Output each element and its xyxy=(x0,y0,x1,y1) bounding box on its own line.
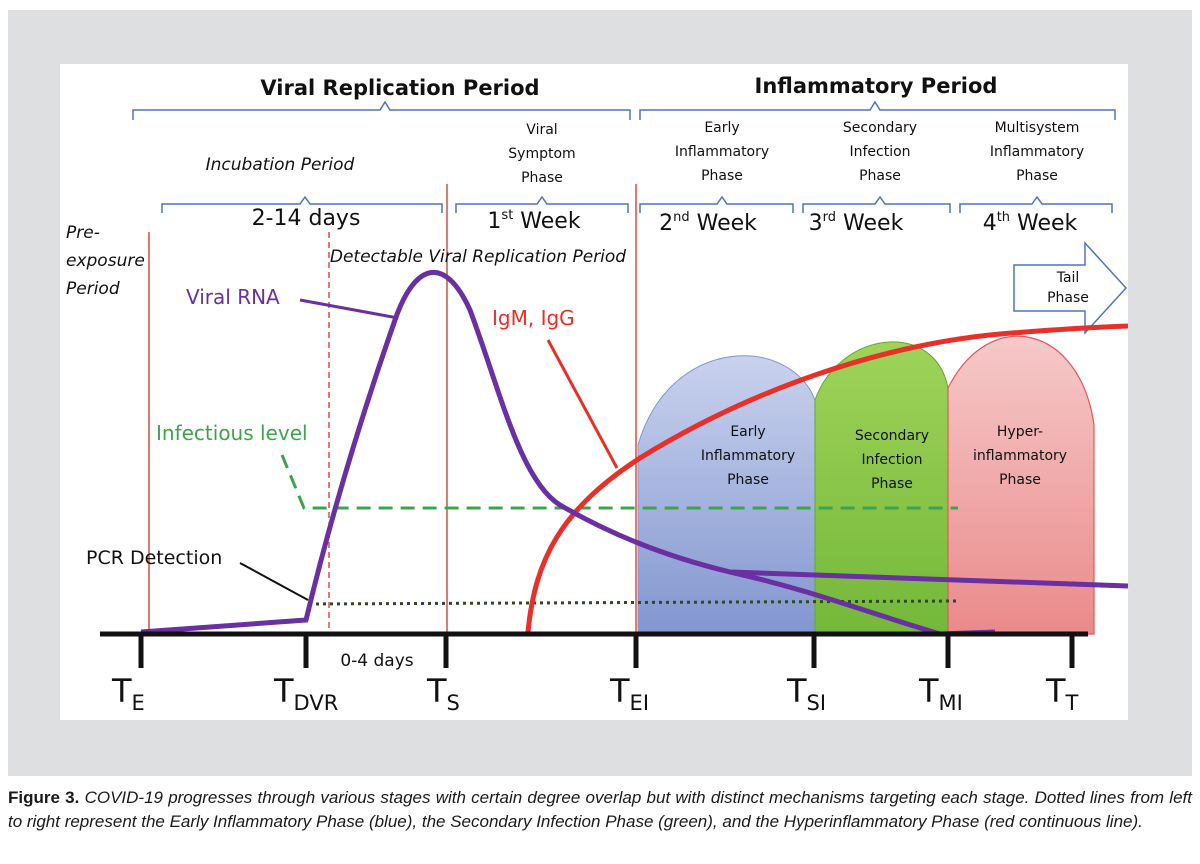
multisystem-line-3: Phase xyxy=(1016,168,1058,184)
timepoint-tdvr: TDVR xyxy=(273,672,338,715)
tail-phase-arrow xyxy=(1013,241,1128,335)
pre-exposure-line-3: Period xyxy=(66,279,120,299)
week1-bracket xyxy=(455,195,629,213)
early-inflammatory-line-2: Inflammatory xyxy=(675,144,769,160)
figure-caption: Figure 3. COVID-19 progresses through va… xyxy=(8,786,1192,834)
infectious-level-line xyxy=(280,454,958,510)
hyper-dome-line-1: Hyper- xyxy=(997,424,1043,440)
secondary-infection-dome xyxy=(814,341,949,635)
secondary-dome-line-2: Infection xyxy=(861,452,922,468)
viral-rna-pointer xyxy=(299,298,399,320)
week4-bracket xyxy=(959,195,1113,213)
timepoint-ts: TS xyxy=(426,672,460,715)
caption-label: Figure 3. xyxy=(8,788,80,807)
diagram-canvas: Viral Replication Period Inflammatory Pe… xyxy=(60,64,1129,720)
pre-exposure-line-2: exposure xyxy=(66,251,145,271)
tail-phase-line-1: Tail xyxy=(1056,270,1080,286)
pcr-detection-label: PCR Detection xyxy=(86,547,222,569)
viral-rna-curve xyxy=(140,269,1129,635)
axis-ticks xyxy=(138,634,1075,668)
incubation-bracket xyxy=(161,195,443,213)
infectious-level-label: Infectious level xyxy=(156,421,308,445)
viral-symptom-line-3: Phase xyxy=(521,170,563,186)
viral-rna-label: Viral RNA xyxy=(186,285,280,309)
tail-phase-line-2: Phase xyxy=(1047,290,1089,306)
week-2-label: 2nd Week xyxy=(659,210,757,236)
incubation-period-label: Incubation Period xyxy=(206,155,355,175)
timepoint-tei: TEI xyxy=(609,672,649,715)
pcr-detection-line xyxy=(308,599,959,606)
early-inflammatory-line-3: Phase xyxy=(701,168,743,184)
week2-bracket xyxy=(639,195,794,213)
multisystem-line-2: Inflammatory xyxy=(990,144,1084,160)
hyperinflammatory-dome xyxy=(947,335,1095,635)
timepoint-tsi: TSI xyxy=(786,672,826,715)
igm-igg-label: IgM, IgG xyxy=(492,306,575,330)
early-dome-line-3: Phase xyxy=(727,472,769,488)
days-0-4-label: 0-4 days xyxy=(340,651,413,671)
week-4-label: 4th Week xyxy=(983,210,1078,236)
early-inflammatory-dome xyxy=(637,355,816,635)
secondary-dome-line-1: Secondary xyxy=(855,428,929,444)
igm-igg-pointer xyxy=(546,339,619,469)
pcr-detection-pointer xyxy=(239,562,309,601)
timepoint-tmi: TMI xyxy=(918,672,963,715)
viral-rna-decline-curve xyxy=(729,569,996,637)
timepoint-tt: TT xyxy=(1045,672,1079,715)
early-dome-line-2: Inflammatory xyxy=(701,448,795,464)
secondary-infection-line-2: Infection xyxy=(849,144,910,160)
timepoint-te: TE xyxy=(111,672,145,715)
viral-replication-bracket xyxy=(132,100,631,120)
viral-symptom-line-2: Symptom xyxy=(508,146,575,162)
week3-bracket xyxy=(802,195,951,213)
inflammatory-period-title: Inflammatory Period xyxy=(755,74,998,98)
viral-replication-period-title: Viral Replication Period xyxy=(260,76,539,100)
inflammatory-bracket xyxy=(639,100,1116,120)
hyper-dome-line-3: Phase xyxy=(999,472,1041,488)
hyper-dome-line-2: inflammatory xyxy=(973,448,1067,464)
secondary-dome-line-3: Phase xyxy=(871,476,913,492)
early-dome-line-1: Early xyxy=(730,424,765,440)
detectable-viral-replication-label: Detectable Viral Replication Period xyxy=(330,247,626,267)
early-inflammatory-line-1: Early xyxy=(704,120,739,136)
pre-exposure-line-1: Pre- xyxy=(66,223,100,243)
secondary-infection-line-1: Secondary xyxy=(843,120,917,136)
duration-2-14-days: 2-14 days xyxy=(252,206,361,231)
viral-symptom-line-1: Viral xyxy=(526,122,557,138)
week-1-label: 1st Week xyxy=(487,208,580,234)
week-3-label: 3rd Week xyxy=(809,210,904,236)
secondary-infection-line-3: Phase xyxy=(859,168,901,184)
multisystem-line-1: Multisystem xyxy=(995,120,1080,136)
igm-igg-curve xyxy=(525,323,1129,633)
caption-text: COVID-19 progresses through various stag… xyxy=(8,788,1192,831)
